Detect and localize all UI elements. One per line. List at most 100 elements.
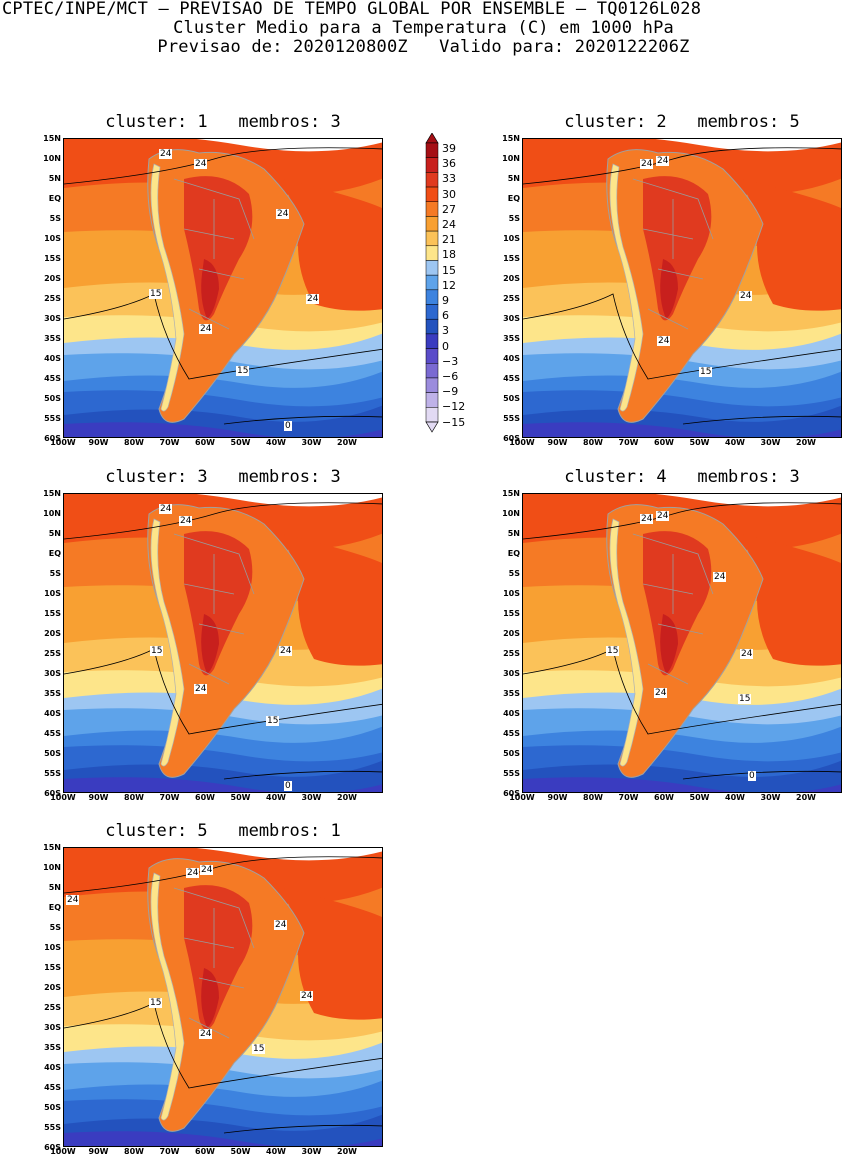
- warm-atlantic-region: [743, 179, 841, 311]
- latitude-label: 10S: [44, 234, 61, 243]
- temperature-band: [64, 1131, 382, 1146]
- latitude-label: 40S: [503, 354, 520, 363]
- panel-title: cluster: 3 membros: 3: [105, 467, 341, 487]
- latitude-label: 35S: [503, 689, 520, 698]
- latitude-label: 60S: [44, 434, 61, 443]
- latitude-label: 15S: [44, 963, 61, 972]
- latitude-label: 50S: [44, 394, 61, 403]
- latitude-label: 55S: [44, 769, 61, 778]
- latitude-label: 45S: [44, 374, 61, 383]
- contour-label: 15: [149, 289, 163, 299]
- panel-title: cluster: 2 membros: 5: [564, 112, 800, 132]
- longitude-label: 80W: [583, 438, 603, 447]
- latitude-label: 5N: [48, 174, 61, 183]
- colorbar-cell: [425, 260, 439, 276]
- latitude-label: 15N: [43, 489, 61, 498]
- colorbar-cell: [425, 304, 439, 320]
- country-borders: [173, 533, 255, 685]
- latitude-label: 10S: [44, 589, 61, 598]
- contour-label: 24: [740, 649, 754, 659]
- latitude-label: 45S: [503, 374, 520, 383]
- longitude-label: 30W: [760, 793, 781, 802]
- latitude-label: EQ: [48, 194, 61, 203]
- andes-cool-strip: [609, 518, 644, 767]
- contour-label: 15: [738, 694, 752, 704]
- isotherm-contour: [523, 648, 841, 735]
- contour-label: 24: [656, 511, 670, 521]
- latitude-label: 45S: [503, 729, 520, 738]
- colorbar-tick-label: 39: [442, 142, 456, 155]
- latitude-label: EQ: [48, 903, 61, 912]
- latitude-label: 20S: [44, 274, 61, 283]
- contour-label: 24: [739, 291, 753, 301]
- longitude-label: 30W: [301, 793, 322, 802]
- latitude-label: 40S: [503, 709, 520, 718]
- latitude-label: 60S: [44, 1143, 61, 1152]
- colorbar-tick-label: 9: [442, 294, 449, 307]
- latitude-label: 15S: [44, 254, 61, 263]
- latitude-label: 30S: [44, 1023, 61, 1032]
- temperature-map-panel: 24 24 24 24 15: [522, 138, 842, 438]
- longitude-label: 70W: [159, 438, 180, 447]
- longitude-label: 80W: [124, 438, 144, 447]
- colorbar-cell: [425, 407, 439, 423]
- colorbar-tick-label: 24: [442, 218, 456, 231]
- latitude-label: 5S: [508, 569, 520, 578]
- longitude-label: 40W: [266, 1147, 286, 1156]
- latitude-label: 10N: [43, 863, 61, 872]
- colorbar-tick-label: 36: [442, 157, 456, 171]
- longitude-label: 100W: [50, 438, 76, 447]
- latitude-label: 10N: [502, 154, 520, 163]
- latitude-label: 15S: [44, 609, 61, 618]
- isotherm-contour: [682, 415, 841, 425]
- hot-interior-region: [643, 176, 712, 321]
- latitude-label: 5S: [49, 923, 61, 932]
- longitude-label: 40W: [266, 793, 286, 802]
- longitude-label: 20W: [337, 1147, 357, 1156]
- longitude-label: 90W: [88, 438, 109, 447]
- latitude-label: 45S: [44, 729, 61, 738]
- contour-label: 24: [656, 156, 670, 166]
- latitude-label: 15N: [502, 489, 520, 498]
- latitude-label: 25S: [44, 1003, 61, 1012]
- isotherm-contour: [64, 293, 382, 380]
- contour-label: 15: [149, 998, 163, 1008]
- contour-label: 24: [159, 504, 173, 514]
- contour-label: 15: [236, 366, 250, 376]
- colorbar-tick-label: 3: [442, 324, 449, 338]
- latitude-label: 55S: [503, 414, 520, 423]
- latitude-label: 20S: [503, 274, 520, 283]
- longitude-label: 50W: [230, 1147, 251, 1156]
- latitude-label: 50S: [44, 1103, 61, 1112]
- longitude-label: 90W: [547, 793, 568, 802]
- latitude-label: EQ: [48, 549, 61, 558]
- map-canvas: [64, 848, 382, 1146]
- latitude-label: 10S: [44, 943, 61, 952]
- colorbar-tick-label: 21: [442, 233, 456, 247]
- latitude-label: 15N: [43, 134, 61, 143]
- contour-label: 24: [159, 149, 173, 159]
- colorbar-tick-label: −6: [442, 370, 459, 383]
- country-borders: [173, 887, 255, 1039]
- latitude-label: 55S: [503, 769, 520, 778]
- longitude-label: 20W: [337, 438, 357, 447]
- hot-interior-region: [184, 176, 253, 321]
- latitude-label: 15N: [43, 843, 61, 852]
- country-borders: [632, 533, 714, 685]
- contour-label: 15: [699, 367, 713, 377]
- latitude-label: EQ: [507, 194, 520, 203]
- warm-atlantic-region: [284, 534, 382, 666]
- temperature-band: [64, 422, 382, 437]
- colorbar-cell: [425, 142, 439, 158]
- contour-label: 24: [657, 336, 671, 346]
- latitude-label: 30S: [503, 669, 520, 678]
- hot-interior-region: [643, 531, 712, 676]
- longitude-label: 20W: [337, 793, 357, 802]
- isotherm-contour: [223, 770, 382, 780]
- longitude-label: 100W: [509, 793, 535, 802]
- latitude-label: 35S: [503, 334, 520, 343]
- longitude-label: 60W: [195, 1147, 215, 1156]
- longitude-label: 70W: [618, 793, 639, 802]
- contour-label: 15: [252, 1044, 266, 1054]
- colorbar-cell: [425, 377, 439, 393]
